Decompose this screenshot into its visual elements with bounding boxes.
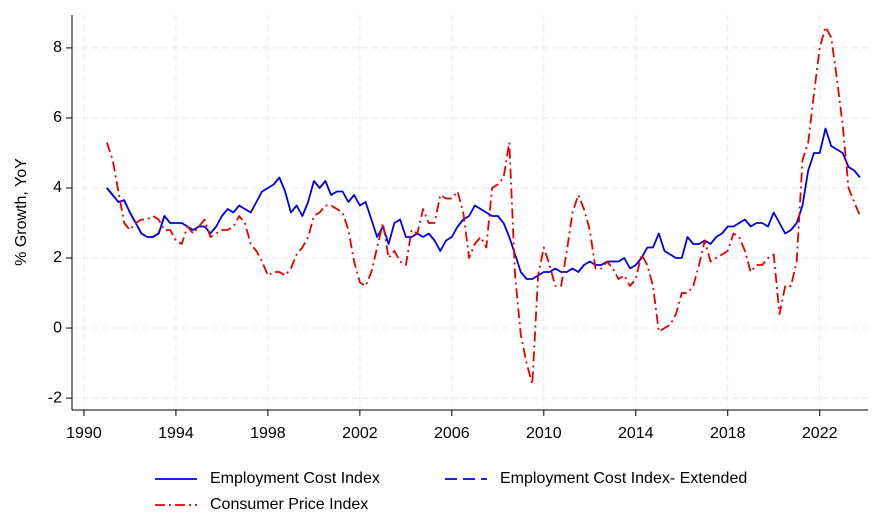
x-tick-label: 2010 [526,425,562,442]
x-tick-label: 1990 [66,425,102,442]
y-tick-label: 0 [53,319,62,336]
x-tick-label: 1994 [158,425,194,442]
y-tick-label: 8 [53,39,62,56]
y-tick-label: 6 [53,109,62,126]
x-tick-label: 2002 [342,425,378,442]
legend-label: Employment Cost Index [210,470,380,487]
y-axis-label: % Growth, YoY [13,158,30,266]
legend-label: Consumer Price Index [210,496,368,513]
y-tick-label: -2 [48,389,62,406]
x-tick-label: 1998 [250,425,286,442]
y-tick-label: 2 [53,249,62,266]
legend-label: Employment Cost Index- Extended [500,470,747,487]
y-tick-label: 4 [53,179,62,196]
series-line [106,26,861,385]
x-tick-label: 2014 [618,425,654,442]
series-line [106,187,171,238]
series-line [106,127,861,280]
x-tick-label: 2006 [434,425,470,442]
x-tick-label: 2022 [802,425,838,442]
x-tick-label: 2018 [710,425,746,442]
